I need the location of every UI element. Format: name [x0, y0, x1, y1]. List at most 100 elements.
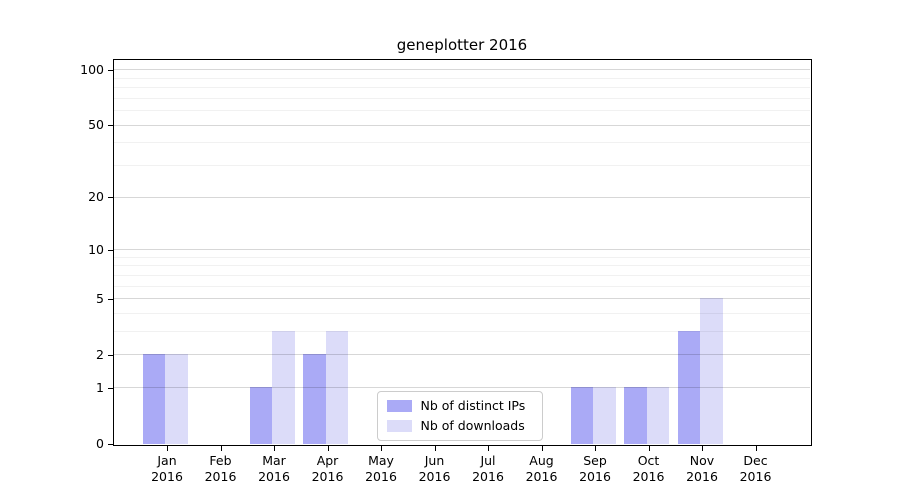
x-tick-mark: [541, 445, 543, 451]
legend-swatch-downloads: [386, 419, 412, 432]
x-tick-mark: [488, 445, 490, 451]
y-tick-label-2: 2: [96, 346, 104, 362]
x-tick-month: Nov: [689, 453, 715, 468]
x-tick-mark: [595, 445, 597, 451]
minor-gridline-40: [113, 142, 810, 144]
minor-gridline-60: [113, 110, 810, 112]
bar-jan-distinct-ips: [142, 354, 165, 444]
major-gridline-50: [113, 124, 810, 126]
x-tick-mark: [327, 445, 329, 451]
x-tick-year: 2016: [258, 468, 290, 484]
x-tick-mark: [167, 445, 169, 451]
minor-gridline-3: [113, 331, 810, 333]
y-tick-label-0: 0: [96, 436, 104, 451]
x-tick-year: 2016: [632, 468, 665, 484]
legend: Nb of distinct IPs Nb of downloads: [376, 390, 543, 441]
x-tick-month: Sep: [583, 453, 607, 468]
bar-sep-distinct-ips: [570, 387, 593, 444]
x-tick-mark: [702, 445, 704, 451]
bar-jan-downloads: [165, 354, 188, 444]
bar-oct-distinct-ips: [624, 387, 647, 444]
major-gridline-5: [113, 298, 810, 300]
y-tick-label-100: 100: [80, 61, 104, 77]
plot-area: Nb of distinct IPs Nb of downloads: [112, 58, 812, 446]
x-tick-month: Jan: [157, 453, 177, 468]
minor-gridline-80: [113, 87, 810, 89]
bar-nov-distinct-ips: [677, 331, 700, 444]
x-tick-label-may: May 2016: [346, 453, 416, 484]
x-tick-year: 2016: [472, 468, 504, 484]
x-tick-month: Feb: [209, 453, 232, 468]
x-tick-mark: [434, 445, 436, 451]
x-tick-month: May: [368, 453, 394, 468]
x-tick-label-mar: Mar 2016: [239, 453, 309, 484]
y-tick-mark: [107, 125, 113, 127]
y-tick-mark: [107, 444, 113, 446]
x-tick-label-feb: Feb 2016: [186, 453, 256, 484]
x-tick-month: Oct: [637, 453, 660, 468]
x-tick-mark: [220, 445, 222, 451]
x-tick-month: Apr: [316, 453, 339, 468]
y-tick-mark: [107, 387, 113, 390]
minor-gridline-4: [113, 313, 810, 314]
major-gridline-100: [113, 69, 810, 71]
legend-item-downloads: Nb of downloads: [386, 418, 533, 434]
x-tick-month: Jul: [480, 453, 496, 468]
x-tick-year: 2016: [525, 468, 558, 484]
x-tick-mark: [381, 445, 383, 451]
chart-title: geneplotter 2016: [396, 36, 528, 54]
x-tick-month: Jun: [424, 453, 445, 468]
major-gridline-2: [113, 354, 810, 356]
y-tick-mark: [107, 249, 113, 251]
legend-label-downloads: Nb of downloads: [420, 418, 525, 433]
x-tick-label-jun: Jun 2016: [400, 453, 470, 484]
x-tick-label-nov: Nov 2016: [667, 453, 737, 484]
x-tick-year: 2016: [418, 468, 451, 484]
bar-sep-downloads: [593, 387, 616, 444]
x-tick-mark: [648, 445, 650, 451]
x-tick-month: Dec: [743, 453, 768, 468]
bar-apr-downloads: [325, 331, 348, 444]
bar-mar-downloads: [272, 331, 295, 444]
legend-swatch-distinct-ips: [386, 399, 412, 412]
y-tick-mark: [107, 69, 113, 72]
y-tick-mark: [107, 298, 113, 301]
x-tick-year: 2016: [739, 468, 772, 484]
bar-nov-downloads: [700, 298, 723, 444]
x-tick-label-apr: Apr 2016: [293, 453, 363, 484]
minor-gridline-6: [113, 285, 810, 287]
y-tick-mark: [107, 354, 113, 357]
x-tick-label-aug: Aug 2016: [507, 453, 577, 484]
x-tick-label-jan: Jan 2016: [132, 453, 202, 484]
bar-apr-distinct-ips: [303, 354, 326, 444]
x-tick-label-jul: Jul 2016: [453, 453, 523, 484]
bar-mar-distinct-ips: [249, 387, 272, 444]
legend-label-distinct-ips: Nb of distinct IPs: [420, 398, 526, 413]
minor-gridline-90: [113, 77, 810, 79]
x-tick-month: Mar: [262, 453, 286, 468]
x-tick-month: Aug: [529, 453, 554, 468]
minor-gridline-7: [113, 274, 810, 276]
x-tick-mark: [755, 445, 757, 451]
x-tick-year: 2016: [365, 468, 397, 484]
bars-layer: [114, 60, 810, 444]
x-tick-label-sep: Sep 2016: [560, 453, 630, 484]
bar-oct-downloads: [646, 387, 669, 444]
major-gridline-1: [113, 387, 810, 389]
minor-gridline-30: [113, 165, 810, 167]
x-tick-year: 2016: [151, 468, 183, 484]
major-gridline-20: [113, 196, 810, 198]
x-tick-label-dec: Dec 2016: [721, 453, 791, 484]
y-tick-label-1: 1: [96, 379, 104, 395]
y-tick-label-5: 5: [96, 290, 104, 306]
x-tick-year: 2016: [579, 468, 611, 484]
y-tick-label-20: 20: [88, 189, 104, 205]
x-tick-mark: [274, 445, 276, 451]
legend-item-distinct-ips: Nb of distinct IPs: [386, 398, 533, 414]
y-tick-label-50: 50: [88, 117, 104, 133]
x-tick-label-oct: Oct 2016: [614, 453, 684, 484]
grid-layer: [113, 60, 810, 444]
y-tick-label-10: 10: [88, 241, 104, 257]
x-tick-year: 2016: [686, 468, 718, 484]
minor-gridline-8: [113, 265, 810, 267]
